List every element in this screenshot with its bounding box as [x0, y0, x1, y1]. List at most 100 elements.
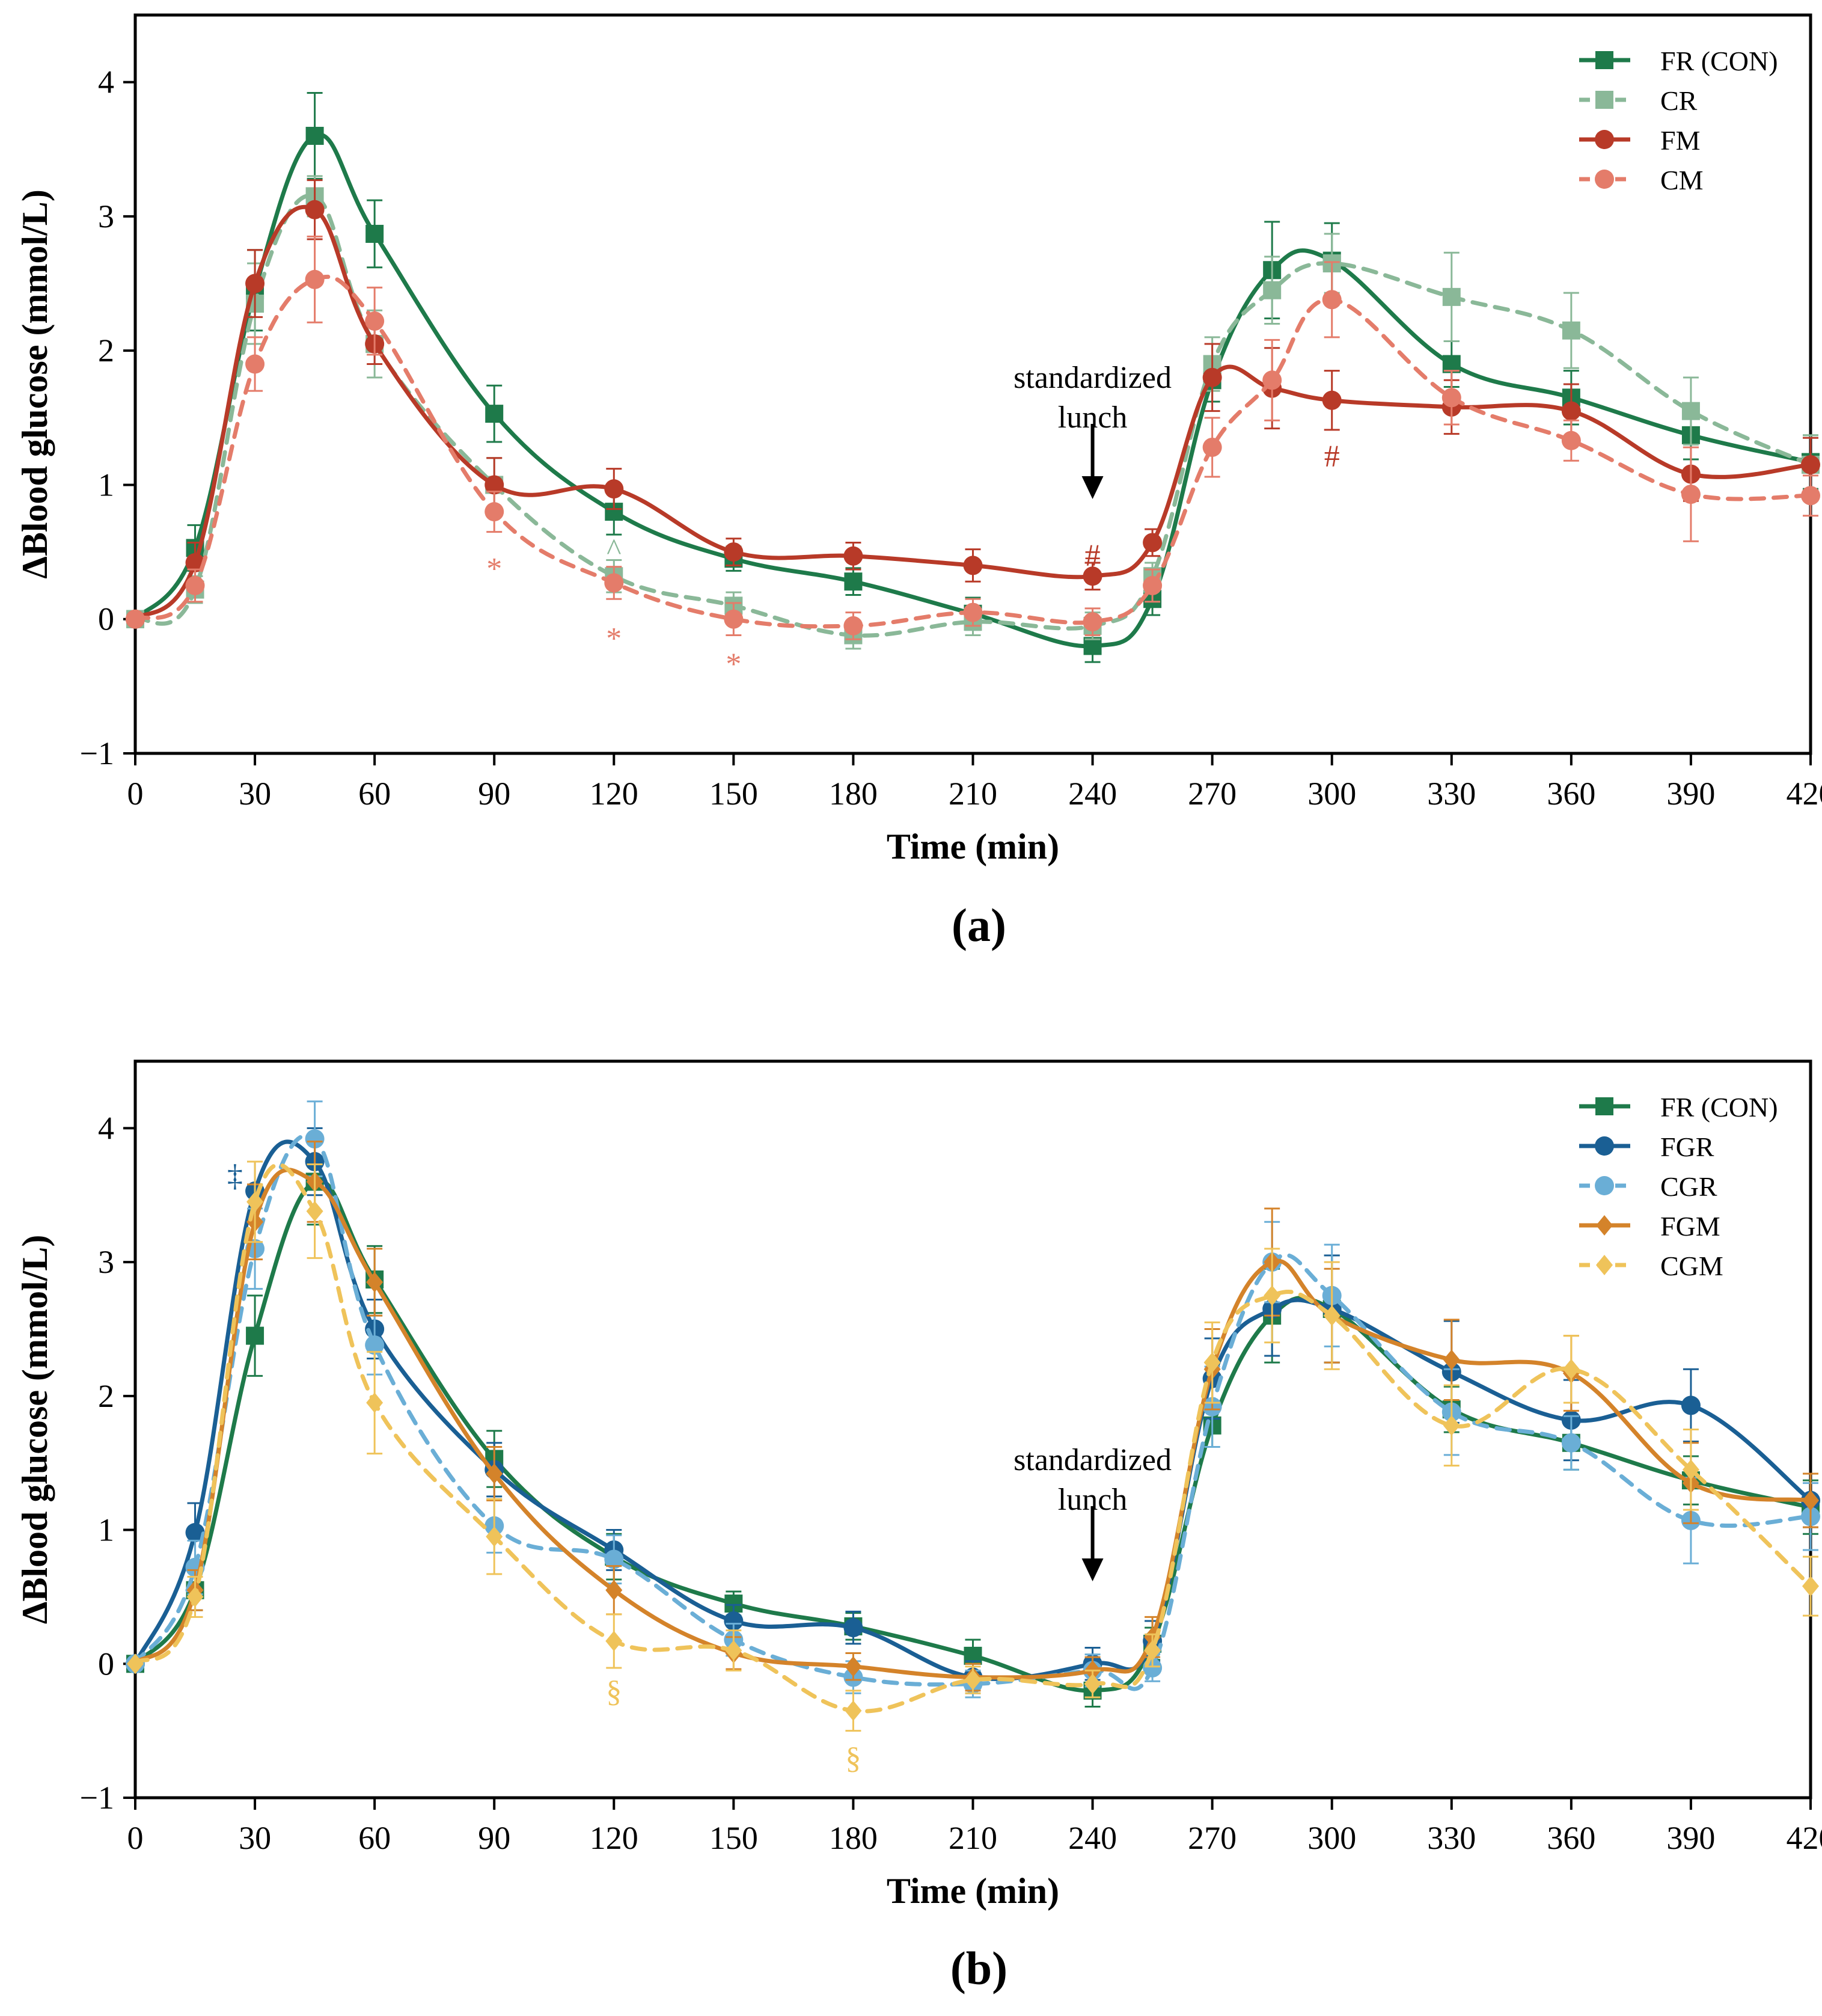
- data-point: [246, 1326, 264, 1345]
- y-tick-label: 4: [98, 1110, 114, 1146]
- panel-a-chart: 0306090120150180210240270300330360390420…: [15, 13, 1822, 951]
- data-point: [365, 224, 384, 243]
- significance-marker: ‡: [227, 1159, 243, 1193]
- data-point: [1203, 1352, 1221, 1373]
- data-point: [126, 609, 145, 629]
- legend-marker: [1595, 1136, 1614, 1156]
- y-axis-label: ΔBlood glucose (mmol/L): [15, 1235, 55, 1625]
- x-tick-label: 240: [1068, 1820, 1117, 1856]
- data-point: [1681, 1396, 1701, 1415]
- data-point: [365, 1335, 385, 1355]
- series-line: [133, 1178, 1813, 1693]
- data-point: [843, 1618, 863, 1638]
- x-tick-label: 210: [949, 1820, 997, 1856]
- panel-caption: (b): [950, 1942, 1007, 1994]
- data-point: [1802, 1576, 1819, 1597]
- x-tick-label: 0: [127, 776, 144, 812]
- significance-marker: *: [726, 647, 741, 681]
- panel-caption: (a): [952, 899, 1006, 951]
- y-tick-label: 0: [98, 1646, 114, 1682]
- data-point: [605, 1631, 623, 1652]
- x-tick-label: 180: [829, 776, 878, 812]
- y-tick-label: 1: [98, 467, 114, 503]
- data-point: [1681, 485, 1701, 504]
- data-point: [1143, 575, 1163, 595]
- significance-marker: #: [1324, 439, 1340, 473]
- data-point: [724, 1611, 744, 1631]
- series-line: [133, 1162, 1813, 1714]
- data-point: [963, 602, 983, 622]
- data-point: [845, 1656, 862, 1677]
- data-point: [843, 546, 863, 566]
- x-tick-label: 90: [478, 776, 510, 812]
- x-tick-label: 420: [1787, 1820, 1822, 1856]
- x-tick-label: 30: [239, 1820, 271, 1856]
- data-point: [1682, 1459, 1699, 1480]
- x-tick-label: 270: [1188, 1820, 1237, 1856]
- data-point: [245, 274, 265, 293]
- x-tick-label: 360: [1547, 776, 1595, 812]
- x-tick-label: 300: [1307, 1820, 1356, 1856]
- data-point: [1801, 455, 1820, 474]
- annotation-text: standardized: [1013, 1443, 1172, 1477]
- y-axis-label: ΔBlood glucose (mmol/L): [15, 189, 55, 579]
- data-point: [1202, 367, 1222, 387]
- x-axis-label: Time (min): [887, 827, 1059, 866]
- x-tick-label: 30: [239, 776, 271, 812]
- data-point: [305, 126, 324, 145]
- data-point: [305, 1129, 325, 1149]
- legend-label: CR: [1660, 85, 1698, 116]
- data-point: [186, 1586, 204, 1607]
- x-tick-label: 210: [949, 776, 997, 812]
- data-point: [725, 1640, 742, 1661]
- annotation-text: standardized: [1013, 361, 1172, 395]
- x-tick-label: 60: [358, 1820, 391, 1856]
- data-point: [724, 609, 744, 629]
- x-tick-label: 90: [478, 1820, 510, 1856]
- legend-label: CGR: [1660, 1171, 1717, 1202]
- x-tick-label: 390: [1666, 1820, 1715, 1856]
- data-point: [245, 354, 265, 374]
- data-point: [1562, 321, 1580, 340]
- data-point: [1561, 1433, 1581, 1453]
- data-point: [604, 479, 624, 499]
- data-point: [485, 502, 504, 522]
- y-tick-label: 1: [98, 1512, 114, 1548]
- data-point: [1441, 388, 1461, 408]
- annotation-arrow-head: [1081, 476, 1104, 499]
- data-point: [845, 1700, 862, 1721]
- x-tick-label: 240: [1068, 776, 1117, 812]
- significance-marker: §: [606, 1674, 622, 1709]
- data-point: [1323, 1305, 1341, 1326]
- data-point: [366, 1392, 384, 1413]
- data-point: [1562, 1359, 1580, 1380]
- data-point: [185, 1523, 205, 1542]
- data-point: [185, 553, 205, 572]
- legend-label: FGR: [1660, 1132, 1714, 1162]
- panel-b-chart: 0306090120150180210240270300330360390420…: [15, 1059, 1822, 1994]
- legend-label: CGM: [1660, 1251, 1723, 1281]
- plot-frame: [133, 13, 1812, 755]
- x-tick-label: 390: [1666, 776, 1715, 812]
- legend-label: FM: [1660, 125, 1700, 156]
- y-tick-label: 2: [98, 332, 114, 369]
- x-tick-label: 150: [709, 1820, 758, 1856]
- legend-marker: [1595, 51, 1613, 69]
- legend-marker: [1595, 91, 1613, 109]
- legend-label: FR (CON): [1660, 46, 1778, 76]
- legend-label: CM: [1660, 165, 1704, 195]
- series-line: [133, 132, 1813, 649]
- significance-marker: ^: [607, 533, 621, 568]
- data-point: [306, 1201, 323, 1222]
- data-point: [724, 542, 744, 562]
- x-tick-label: 420: [1787, 776, 1822, 812]
- data-point: [485, 405, 504, 423]
- x-axis-label: Time (min): [887, 1871, 1059, 1911]
- legend-marker: [1595, 170, 1614, 189]
- data-point: [844, 572, 863, 591]
- legend-marker: [1595, 130, 1614, 149]
- x-tick-label: 150: [709, 776, 758, 812]
- data-point: [604, 1549, 624, 1569]
- data-point: [485, 475, 504, 495]
